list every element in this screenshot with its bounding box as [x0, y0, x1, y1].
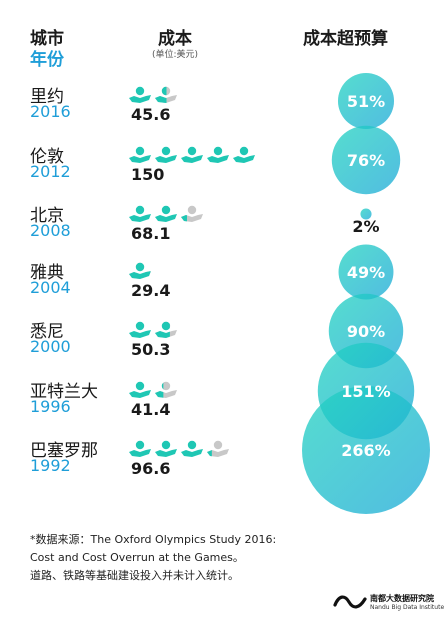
column-header-year: 年份 [30, 50, 64, 70]
overrun-bubble [338, 244, 394, 300]
money-hand-icon [181, 146, 203, 163]
city-year: 1992 [30, 456, 71, 475]
city-name: 悉尼 [30, 322, 64, 342]
footer-source-line-2: Cost and Cost Overrun at the Games。 [30, 551, 244, 564]
overrun-label: 51% [347, 92, 385, 111]
city-year: 2016 [30, 102, 71, 121]
city-name: 雅典 [30, 263, 64, 283]
overrun-label: 76% [347, 151, 385, 170]
cost-value: 29.4 [131, 281, 171, 300]
city-year: 2000 [30, 337, 71, 356]
overrun-bubble [360, 208, 372, 220]
cost-icon-row [129, 86, 181, 106]
money-hand-icon [233, 146, 255, 163]
money-hand-icon [129, 381, 151, 398]
cost-value: 96.6 [131, 459, 171, 478]
money-hand-icon [129, 440, 151, 457]
money-hand-icon [207, 440, 229, 457]
overrun-label: 90% [347, 322, 385, 341]
money-hand-icon [181, 205, 203, 222]
cost-icon-row [129, 440, 233, 460]
money-hand-icon [155, 86, 177, 103]
city-name: 巴塞罗那 [30, 441, 98, 461]
money-hand-icon [155, 440, 177, 457]
city-year: 1996 [30, 397, 71, 416]
city-name: 里约 [30, 87, 64, 107]
cost-unit-label: (单位:美元) [152, 50, 199, 60]
money-hand-icon [155, 146, 177, 163]
money-hand-icon [155, 381, 177, 398]
city-year: 2012 [30, 162, 71, 181]
overrun-label: 151% [341, 382, 390, 401]
overrun-label: 266% [341, 441, 390, 460]
logo-text-en: Nandu Big Data Institute [370, 604, 445, 611]
overrun-bubble [302, 386, 430, 514]
money-hand-icon [129, 146, 151, 163]
money-hand-icon [129, 262, 151, 279]
footer-note: 道路、铁路等基础建设投入并未计入统计。 [30, 569, 239, 582]
money-hand-icon [129, 205, 151, 222]
money-hand-icon [129, 321, 151, 338]
cost-value: 41.4 [131, 400, 171, 419]
cost-icon-row [129, 381, 181, 401]
cost-icon-row [129, 321, 181, 341]
column-header-cost: 成本 [158, 29, 192, 49]
cost-icon-row [129, 146, 259, 166]
city-name: 伦敦 [30, 147, 64, 167]
money-hand-icon [181, 440, 203, 457]
overrun-label: 49% [347, 263, 385, 282]
cost-icon-row [129, 205, 207, 225]
money-hand-icon [155, 205, 177, 222]
city-year: 2008 [30, 221, 71, 240]
money-hand-icon [207, 146, 229, 163]
cost-value: 45.6 [131, 105, 171, 124]
cost-value: 50.3 [131, 340, 171, 359]
overrun-label: 2% [352, 217, 379, 236]
cost-value: 150 [131, 165, 165, 184]
footer-source-line-1: *数据来源：The Oxford Olympics Study 2016: [30, 533, 277, 546]
city-year: 2004 [30, 278, 71, 297]
nandu-logo-icon [333, 595, 367, 609]
logo-text-cn: 南都大数据研究院 [370, 594, 434, 603]
column-header-city: 城市 [30, 29, 64, 49]
city-name: 北京 [30, 206, 64, 226]
money-hand-icon [155, 321, 177, 338]
overrun-bubble [331, 125, 401, 195]
overrun-bubble [337, 72, 395, 130]
money-hand-icon [129, 86, 151, 103]
city-name: 亚特兰大 [30, 382, 98, 402]
cost-value: 68.1 [131, 224, 171, 243]
cost-icon-row [129, 262, 155, 282]
column-header-overrun: 成本超预算 [303, 29, 388, 49]
